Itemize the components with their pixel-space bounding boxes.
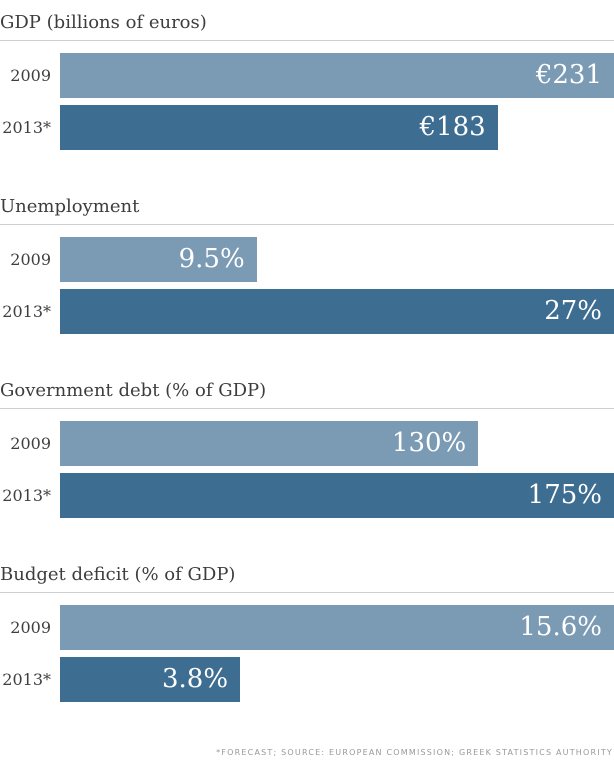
bar-track: 15.6% [60, 605, 614, 650]
bar-track: €231 [60, 53, 614, 98]
bar-2013: €183 [60, 105, 498, 150]
bar-2009: 15.6% [60, 605, 614, 650]
section-title: Government debt (% of GDP) [0, 380, 614, 409]
bar-row: 2009 130% [0, 421, 614, 466]
bar-row: 2009 9.5% [0, 237, 614, 282]
year-label: 2009 [10, 618, 51, 637]
bar-value-label: 175% [527, 480, 602, 510]
bar-rows: 2009 15.6% 2013* 3.8% [0, 605, 614, 702]
bar-row: 2009 15.6% [0, 605, 614, 650]
year-label: 2009 [10, 66, 51, 85]
bar-rows: 2009 130% 2013* 175% [0, 421, 614, 518]
source-note: *FORECAST; SOURCE: EUROPEAN COMMISSION; … [216, 748, 613, 757]
bar-rows: 2009 €231 2013* €183 [0, 53, 614, 150]
chart-section-government-debt: Government debt (% of GDP) 2009 130% 201… [0, 380, 614, 518]
bar-2013: 3.8% [60, 657, 241, 702]
bar-track: €183 [60, 105, 614, 150]
bar-value-label: 27% [544, 296, 602, 326]
bar-row: 2013* 27% [0, 289, 614, 334]
year-label: 2013* [2, 118, 51, 137]
chart-section-gdp: GDP (billions of euros) 2009 €231 2013* … [0, 12, 614, 150]
bar-2013: 27% [60, 289, 614, 334]
bar-track: 130% [60, 421, 614, 466]
chart-section-budget-deficit: Budget deficit (% of GDP) 2009 15.6% 201… [0, 564, 614, 702]
bar-value-label: 15.6% [519, 612, 602, 642]
bar-track: 27% [60, 289, 614, 334]
bar-2013: 175% [60, 473, 614, 518]
section-title: Budget deficit (% of GDP) [0, 564, 614, 593]
bar-value-label: 3.8% [161, 664, 229, 694]
bar-value-label: €231 [535, 60, 602, 90]
bar-2009: €231 [60, 53, 614, 98]
section-title: Unemployment [0, 196, 614, 225]
year-label: 2009 [10, 434, 51, 453]
bar-2009: 130% [60, 421, 479, 466]
bar-track: 3.8% [60, 657, 614, 702]
chart-section-unemployment: Unemployment 2009 9.5% 2013* 27% [0, 196, 614, 334]
bar-row: 2013* 175% [0, 473, 614, 518]
bar-value-label: 130% [391, 428, 467, 458]
bar-rows: 2009 9.5% 2013* 27% [0, 237, 614, 334]
bar-track: 9.5% [60, 237, 614, 282]
bar-row: 2013* €183 [0, 105, 614, 150]
bar-value-label: 9.5% [178, 244, 245, 274]
year-label: 2013* [2, 670, 51, 689]
year-label: 2009 [10, 250, 51, 269]
bar-2009: 9.5% [60, 237, 257, 282]
year-label: 2013* [2, 486, 51, 505]
bar-value-label: €183 [419, 112, 486, 142]
bar-row: 2013* 3.8% [0, 657, 614, 702]
section-title: GDP (billions of euros) [0, 12, 614, 41]
bar-row: 2009 €231 [0, 53, 614, 98]
bar-track: 175% [60, 473, 614, 518]
year-label: 2013* [2, 302, 51, 321]
